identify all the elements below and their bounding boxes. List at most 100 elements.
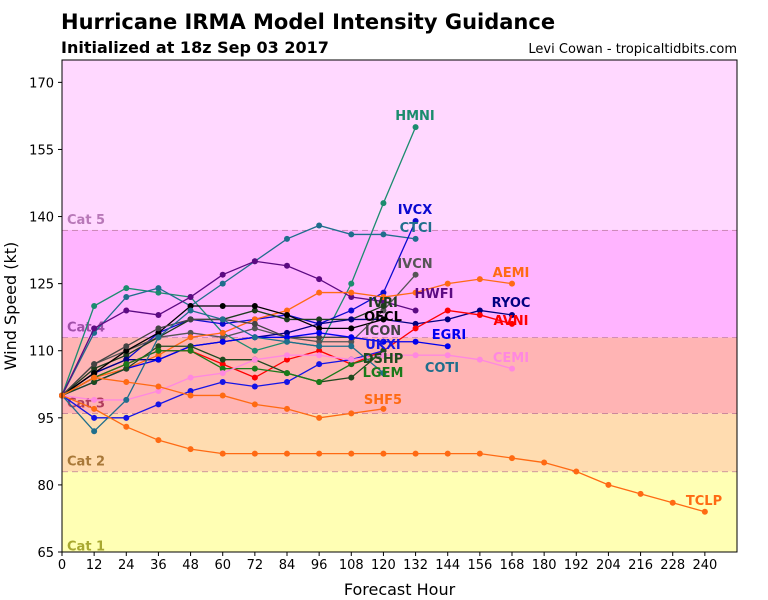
data-point [348, 289, 355, 296]
data-point [155, 311, 162, 318]
data-point [284, 450, 290, 457]
data-point [219, 338, 226, 345]
data-point [123, 423, 130, 430]
data-point [476, 311, 483, 318]
data-point [316, 276, 323, 283]
x-tick-label: 144 [435, 558, 460, 573]
data-point [123, 285, 130, 292]
data-point [380, 347, 387, 354]
y-tick-label: 95 [37, 412, 54, 427]
series-label: AEMI [493, 266, 530, 281]
series-coti [59, 307, 387, 435]
data-point [91, 374, 98, 381]
x-tick-label: 0 [58, 558, 66, 573]
data-point [123, 352, 130, 359]
data-point [251, 365, 258, 372]
data-point [316, 338, 323, 345]
series-label: CEMI [493, 351, 529, 366]
series-line [61, 274, 417, 396]
data-point [444, 450, 451, 457]
data-point [155, 356, 162, 363]
data-point [348, 356, 355, 363]
data-point [316, 352, 323, 359]
data-point [251, 325, 258, 332]
x-tick-label: 96 [311, 558, 328, 573]
data-point [412, 218, 419, 225]
data-point [284, 370, 290, 377]
data-point [316, 329, 323, 336]
data-point [187, 446, 194, 453]
x-tick-label: 156 [467, 558, 492, 573]
data-point [123, 343, 130, 350]
data-point [219, 316, 226, 323]
data-point [284, 235, 290, 242]
data-point [91, 405, 98, 412]
x-tick-label: 192 [564, 558, 589, 573]
series-label: ICON [365, 324, 401, 339]
data-point [219, 392, 226, 399]
x-tick-label: 24 [118, 558, 135, 573]
series-label: DSHP [363, 352, 404, 367]
data-point [476, 307, 483, 314]
series-line [61, 126, 417, 396]
data-point [187, 374, 194, 381]
data-point [219, 334, 226, 341]
data-point [348, 231, 355, 238]
data-point [123, 361, 130, 368]
data-point [444, 280, 451, 287]
data-point [316, 361, 323, 368]
data-point [155, 289, 162, 296]
data-point [380, 316, 387, 323]
data-point [573, 468, 580, 475]
data-point [541, 459, 548, 466]
x-tick-label: 108 [339, 558, 364, 573]
data-point [155, 347, 162, 354]
band-cat-2 [62, 413, 737, 472]
data-point [316, 222, 323, 229]
data-point [316, 334, 323, 341]
series-hwfi [59, 258, 419, 399]
data-point [187, 316, 194, 323]
data-point [380, 289, 387, 296]
data-point [123, 365, 130, 372]
x-tick-label: 60 [214, 558, 231, 573]
data-point [187, 303, 194, 309]
data-point [284, 316, 290, 323]
data-point [155, 329, 162, 336]
series-line [61, 224, 416, 396]
data-point [348, 410, 355, 417]
series-label: LGEM [363, 366, 404, 381]
x-tick-label: 168 [500, 558, 525, 573]
category-label: Cat 5 [67, 213, 105, 228]
data-point [412, 450, 419, 457]
data-point [187, 392, 194, 399]
y-tick-label: 125 [29, 278, 54, 293]
series-label: AVNI [494, 314, 529, 329]
data-point [284, 405, 290, 412]
data-point [316, 450, 323, 457]
data-point [316, 316, 323, 323]
data-point [251, 334, 258, 341]
data-point [251, 374, 258, 381]
data-point [123, 347, 130, 354]
data-point [123, 396, 130, 403]
data-point [380, 370, 387, 377]
data-point [412, 289, 419, 296]
data-point [219, 370, 226, 377]
data-point [187, 387, 194, 394]
data-point [187, 307, 194, 314]
data-point [284, 379, 290, 386]
chart-title: Hurricane IRMA Model Intensity Guidance [61, 10, 556, 34]
data-point [380, 231, 387, 238]
data-point [251, 401, 258, 408]
y-tick-label: 80 [37, 479, 54, 494]
data-point [669, 499, 676, 506]
data-point [251, 258, 258, 265]
series-label: COTI [425, 361, 459, 376]
data-point [380, 352, 387, 359]
data-point [509, 280, 515, 287]
data-point [251, 303, 258, 309]
data-point [444, 352, 451, 359]
data-point [123, 414, 130, 421]
